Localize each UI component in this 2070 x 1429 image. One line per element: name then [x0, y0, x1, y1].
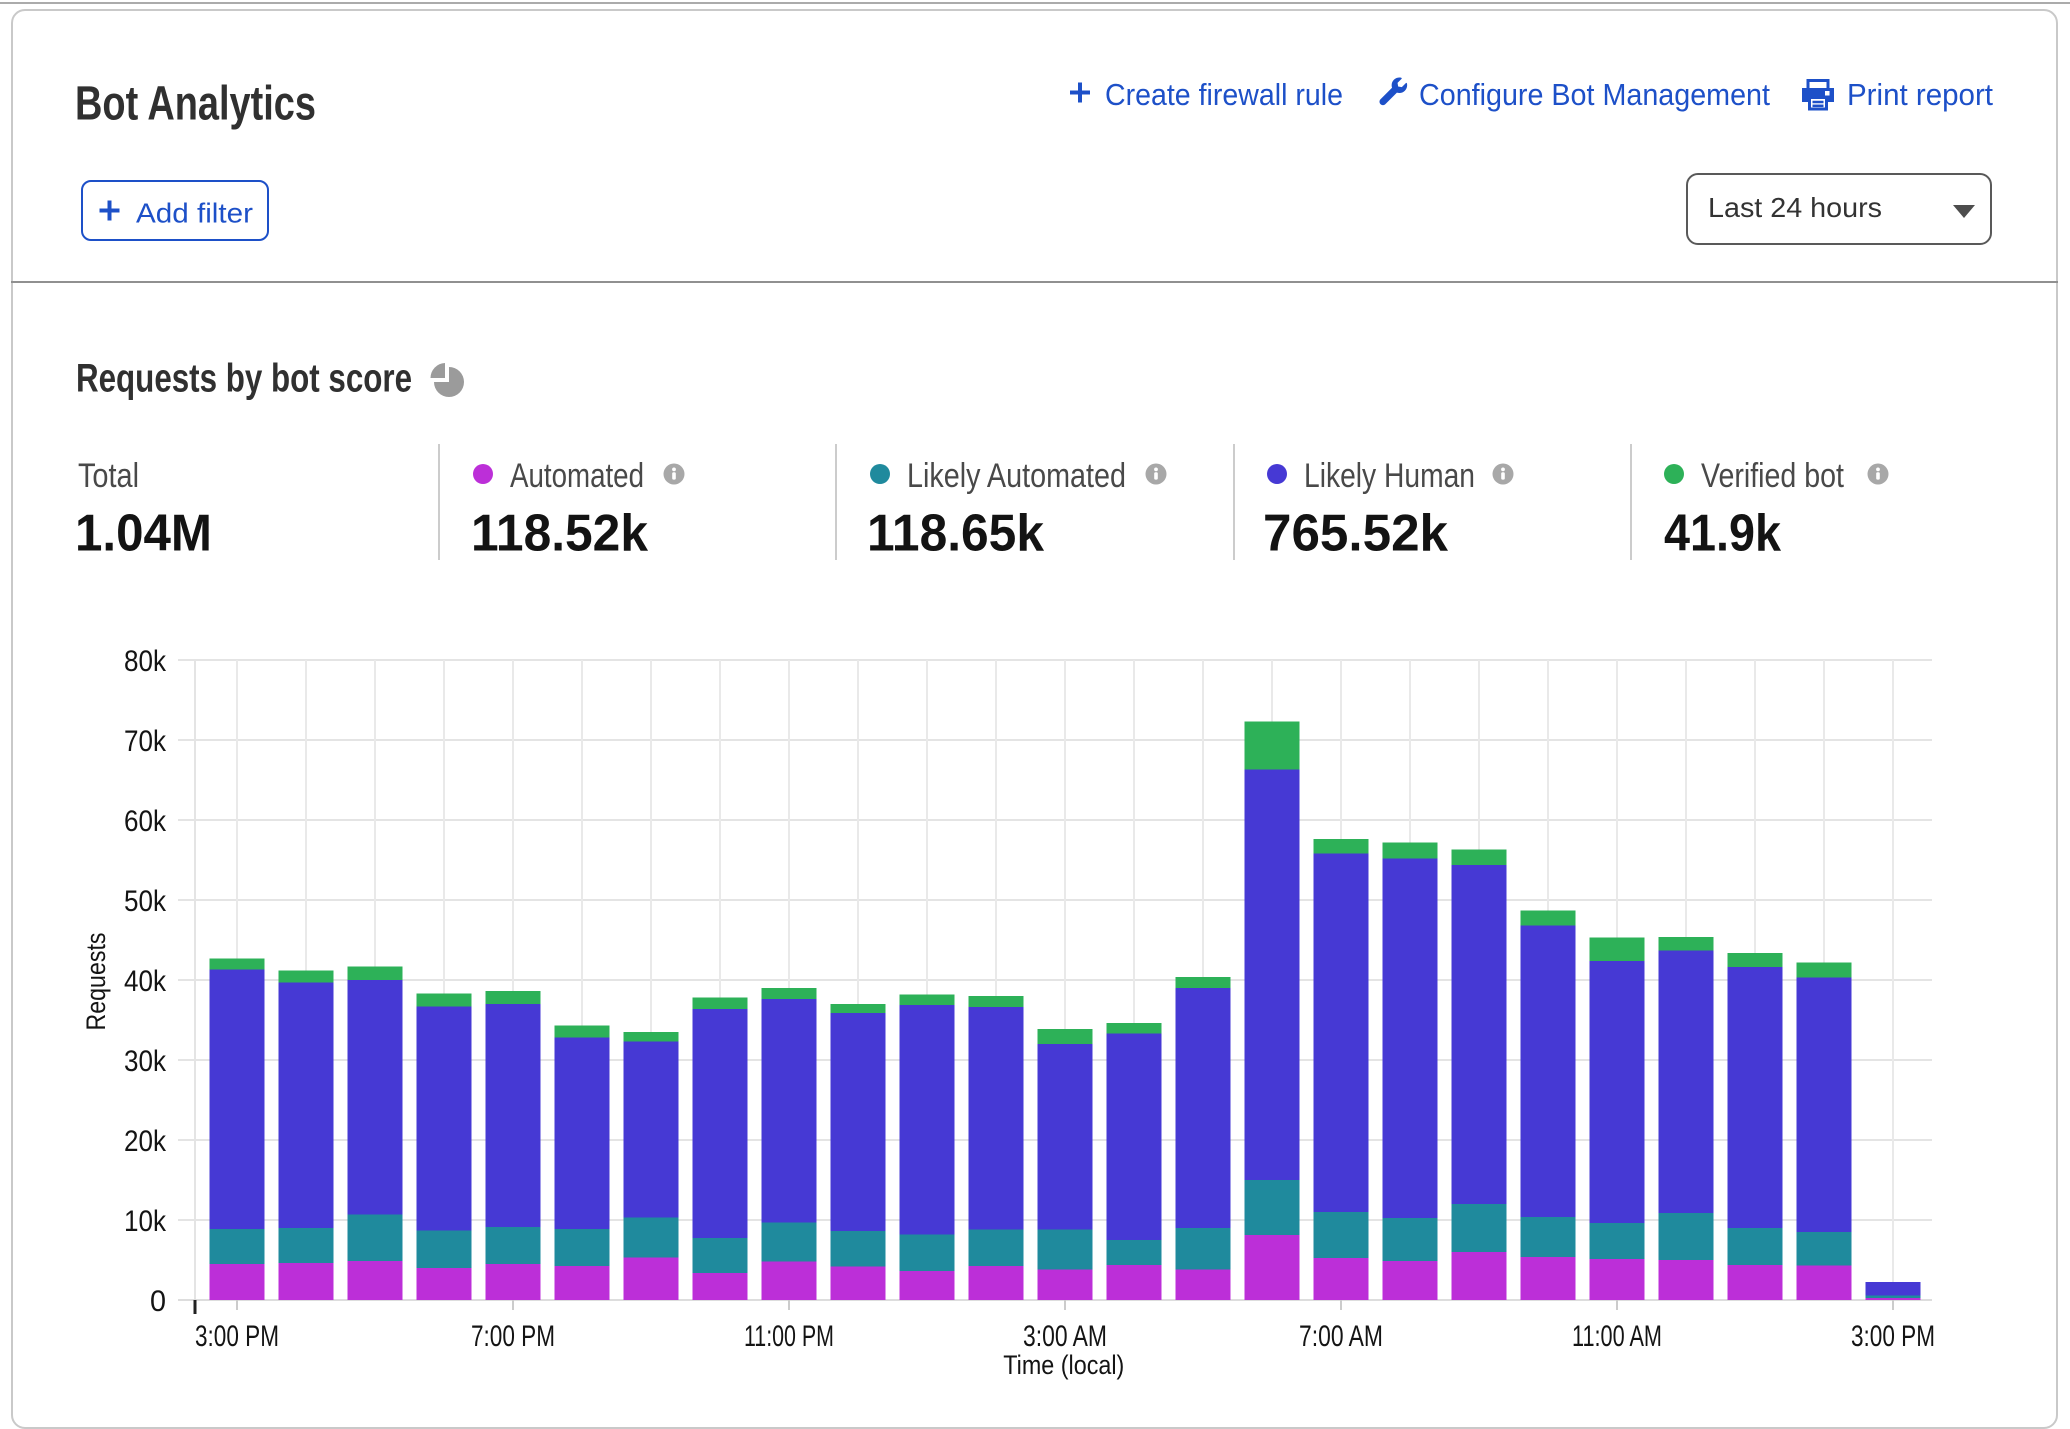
svg-text:Verified bot: Verified bot [1701, 457, 1844, 495]
svg-text:Total: Total [78, 457, 139, 495]
svg-text:70k: 70k [124, 725, 167, 758]
svg-text:Likely Automated: Likely Automated [907, 457, 1126, 495]
svg-text:Time (local): Time (local) [1003, 1350, 1124, 1380]
svg-text:118.52k: 118.52k [471, 505, 648, 563]
svg-text:Configure Bot Management: Configure Bot Management [1419, 77, 1770, 112]
svg-text:10k: 10k [124, 1205, 167, 1238]
svg-text:7:00 AM: 7:00 AM [1299, 1320, 1383, 1353]
svg-text:3:00 PM: 3:00 PM [195, 1320, 279, 1353]
svg-text:40k: 40k [124, 965, 167, 998]
svg-text:11:00 PM: 11:00 PM [744, 1320, 834, 1353]
svg-text:3:00 PM: 3:00 PM [1851, 1320, 1935, 1353]
svg-text:Automated: Automated [510, 457, 644, 495]
svg-text:11:00 AM: 11:00 AM [1572, 1320, 1662, 1353]
svg-text:41.9k: 41.9k [1664, 505, 1781, 563]
svg-text:Add filter: Add filter [136, 198, 253, 229]
svg-text:Print report: Print report [1847, 77, 1993, 112]
svg-text:3:00 AM: 3:00 AM [1023, 1320, 1107, 1353]
svg-text:50k: 50k [124, 885, 167, 918]
svg-text:765.52k: 765.52k [1263, 505, 1448, 563]
svg-text:20k: 20k [124, 1125, 167, 1158]
svg-text:Requests: Requests [81, 933, 111, 1031]
svg-text:Bot Analytics: Bot Analytics [75, 77, 316, 130]
svg-text:1.04M: 1.04M [75, 505, 212, 563]
svg-text:0: 0 [150, 1285, 166, 1318]
svg-text:Requests by bot score: Requests by bot score [76, 356, 412, 400]
svg-text:7:00 PM: 7:00 PM [471, 1320, 555, 1353]
svg-text:Create firewall rule: Create firewall rule [1105, 77, 1343, 112]
svg-text:Last 24 hours: Last 24 hours [1708, 192, 1882, 223]
svg-text:Likely Human: Likely Human [1304, 457, 1475, 495]
svg-text:60k: 60k [124, 805, 167, 838]
svg-text:118.65k: 118.65k [867, 505, 1044, 563]
svg-text:80k: 80k [124, 645, 167, 678]
svg-text:30k: 30k [124, 1045, 167, 1078]
